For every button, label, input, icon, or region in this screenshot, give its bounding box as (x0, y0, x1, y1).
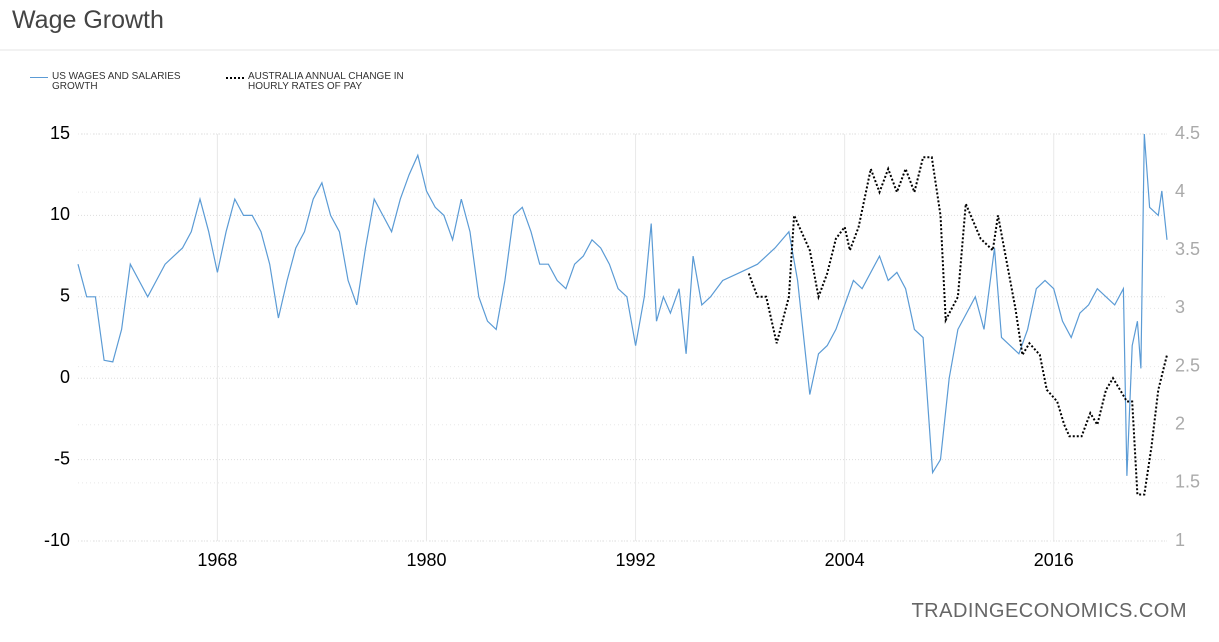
y2-tick-label: 4.5 (1175, 123, 1200, 143)
x-tick-label: 1992 (616, 550, 656, 570)
y-tick-label: 0 (60, 367, 70, 387)
x-tick-label: 2004 (825, 550, 865, 570)
y2-tick-label: 3 (1175, 297, 1185, 317)
x-tick-label: 1980 (406, 550, 446, 570)
y2-tick-label: 1 (1175, 530, 1185, 550)
legend-swatch (30, 77, 48, 78)
y-tick-label: 15 (50, 123, 70, 143)
legend-item: US WAGES AND SALARIES GROWTH (30, 72, 212, 92)
legend-label: US WAGES AND SALARIES GROWTH (52, 71, 181, 92)
chart-title: Wage Growth (12, 6, 164, 34)
y2-tick-label: 3.5 (1175, 239, 1200, 259)
legend-item: AUSTRALIA ANNUAL CHANGE IN HOURLY RATES … (226, 72, 408, 92)
legend: US WAGES AND SALARIES GROWTH AUSTRALIA AN… (30, 72, 408, 92)
y2-tick-label: 2.5 (1175, 355, 1200, 375)
legend-swatch (226, 77, 244, 79)
x-tick-label: 2016 (1034, 550, 1074, 570)
y2-tick-label: 4 (1175, 181, 1185, 201)
x-tick-label: 1968 (197, 550, 237, 570)
series-line (747, 156, 1168, 496)
y-tick-label: -10 (44, 530, 70, 550)
legend-label: AUSTRALIA ANNUAL CHANGE IN HOURLY RATES … (248, 71, 404, 92)
series-line (77, 133, 1168, 476)
y2-tick-label: 2 (1175, 413, 1185, 433)
y-tick-label: -5 (54, 448, 70, 468)
watermark: TRADINGECONOMICS.COM (911, 600, 1187, 622)
y-tick-label: 10 (50, 204, 70, 224)
y-tick-label: 5 (60, 286, 70, 306)
y2-tick-label: 1.5 (1175, 472, 1200, 492)
